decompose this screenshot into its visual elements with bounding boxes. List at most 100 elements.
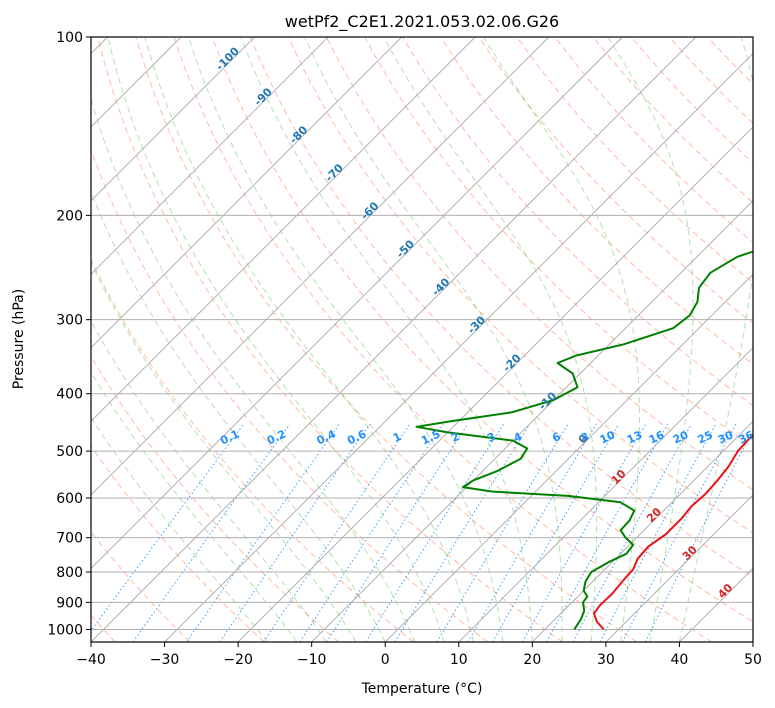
y-tick-label: 700	[56, 531, 83, 547]
moist-adiabat-line	[91, 320, 327, 642]
isotherm-line	[605, 494, 753, 642]
y-tick-label: 500	[56, 444, 83, 460]
dry-adiabat-line	[249, 37, 753, 578]
dry-adiabat-line	[91, 258, 414, 642]
mixing-ratio-line	[436, 423, 569, 642]
plot-background	[91, 37, 753, 642]
dewpoint-trace	[415, 250, 753, 630]
x-tick-label: 50	[744, 652, 762, 668]
mixing-ratio-line	[599, 423, 717, 642]
y-tick-label: 100	[56, 30, 83, 46]
mixing-ratio-label: 30	[716, 428, 736, 446]
y-tick-label: 1000	[47, 622, 83, 638]
isotherm-line	[164, 52, 753, 642]
isotherm-line	[531, 420, 753, 642]
isotherm-line	[91, 37, 697, 642]
dry-adiabat-line	[97, 37, 563, 642]
mixing-ratio-line	[622, 423, 737, 642]
dry-adiabat-line	[91, 148, 489, 642]
x-tick-label: −30	[150, 652, 180, 668]
dry-adiabat-line	[287, 37, 753, 534]
y-tick-label: 800	[56, 565, 83, 581]
dry-adiabat-line	[211, 37, 753, 623]
isotherm-line	[91, 37, 256, 202]
x-tick-label: −10	[297, 652, 327, 668]
moist-adiabat-line	[144, 37, 474, 642]
y-axis-title: Pressure (hPa)	[11, 289, 27, 389]
x-tick-label: −40	[76, 652, 106, 668]
plot-area: -100-90-80-70-60-50-40-30-20-10010203040…	[91, 37, 757, 642]
moist-adiabat-line	[607, 37, 694, 642]
mixing-ratio-line	[186, 423, 340, 642]
mixing-ratio-line	[394, 423, 531, 642]
mixing-ratio-label: 10	[598, 428, 618, 446]
y-tick-label: 200	[56, 208, 83, 224]
dry-adiabat-line	[325, 37, 753, 491]
moist-adiabat-line	[91, 96, 416, 642]
x-tick-label: 20	[523, 652, 541, 668]
x-tick-label: 40	[671, 652, 689, 668]
moist-adiabats	[91, 37, 753, 642]
dry-adiabat-line	[363, 37, 753, 449]
isotherm-line	[91, 37, 329, 275]
x-tick-label: 10	[450, 652, 468, 668]
isotherm-line	[384, 273, 753, 642]
moist-adiabat-line	[188, 37, 504, 642]
temperature-trace	[592, 432, 753, 631]
moist-adiabat-line	[91, 416, 268, 642]
moist-adiabat-line	[91, 190, 386, 642]
mixing-ratio-line	[572, 423, 692, 642]
mixing-ratio-line	[132, 423, 291, 642]
dry-adiabat-line	[91, 445, 265, 642]
moist-adiabat-line	[91, 261, 357, 642]
mixing-ratio-line	[263, 423, 411, 642]
y-axis: 100 200 300 400 500 600 700 800 900 1000	[47, 30, 91, 638]
isotherm-line	[311, 199, 753, 642]
mixing-ratio-label: 13	[625, 428, 644, 446]
chart-title: wetPf2_C2E1.2021.053.02.06.G26	[285, 12, 559, 32]
y-tick-label: 300	[56, 313, 83, 329]
dry-adiabat-line	[516, 37, 753, 284]
mixing-ratio-label: 25	[696, 428, 715, 446]
moist-adiabat-line	[383, 37, 598, 642]
dry-adiabat-line	[135, 37, 638, 642]
moist-adiabat-line	[107, 37, 445, 642]
isotherm-gridlines	[91, 37, 753, 642]
dry-adiabat-line	[402, 37, 753, 407]
mixing-ratio-line	[546, 423, 669, 642]
isotherm-line	[91, 37, 550, 496]
isotherm-line	[91, 37, 476, 423]
moist-adiabat-line	[678, 37, 753, 642]
dry-adiabat-line	[440, 37, 753, 365]
moist-adiabat-line	[482, 37, 640, 642]
moist-adiabat-line	[304, 37, 563, 642]
dry-adiabat-line	[91, 355, 340, 642]
mixing-ratio-label: 16	[647, 428, 667, 446]
x-axis-title: Temperature (°C)	[361, 681, 483, 697]
x-axis: −40 −30 −20 −10 0 10 20 30 40 50	[76, 642, 762, 668]
isotherm-line	[91, 37, 623, 570]
moist-adiabat-line	[91, 370, 298, 642]
x-tick-label: 0	[381, 652, 390, 668]
isotherm-line	[237, 126, 753, 642]
x-tick-label: −20	[223, 652, 253, 668]
y-tick-label: 400	[56, 387, 83, 403]
y-tick-label: 900	[56, 595, 83, 611]
mixing-ratio-line	[365, 423, 505, 642]
isotherm-line	[752, 641, 753, 642]
y-tick-label: 600	[56, 491, 83, 507]
mixing-ratio-label: 20	[671, 428, 691, 446]
mixing-ratio-line	[467, 423, 597, 642]
dry-adiabat-line	[554, 37, 753, 244]
isotherm-line	[91, 37, 403, 349]
mixing-ratio-line	[219, 423, 371, 642]
isobar-gridlines	[91, 37, 753, 630]
profile-traces	[415, 250, 753, 631]
mixing-ratio-lines	[91, 423, 753, 642]
x-tick-label: 30	[597, 652, 615, 668]
mixing-ratio-line	[644, 429, 753, 642]
mixing-ratio-label: 36	[737, 428, 757, 446]
isotherm-line	[458, 347, 753, 642]
mixing-ratio-line	[522, 423, 647, 642]
